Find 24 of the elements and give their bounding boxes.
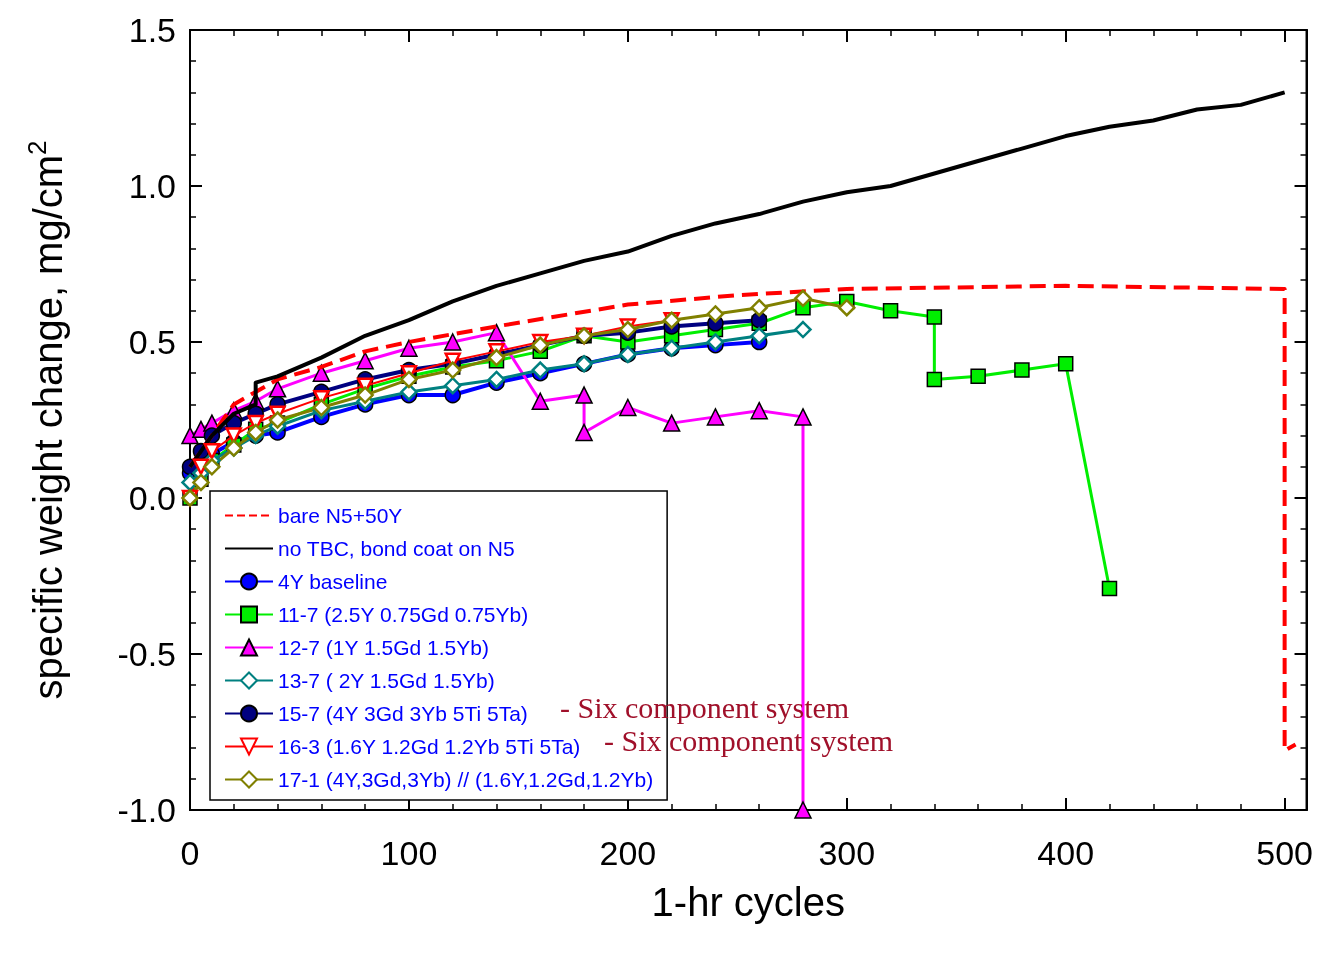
x-tick-label: 300 [818,834,876,872]
legend-label: bare N5+50Y [278,504,403,527]
x-axis-title: 1-hr cycles [651,880,845,924]
legend-label: no TBC, bond coat on N5 [278,537,515,560]
x-tick-label: 200 [599,834,657,872]
y-tick-label: 0.0 [128,479,176,517]
legend-label: 4Y baseline [278,570,388,593]
legend-label: 17-1 (4Y,3Gd,3Yb) // (1.6Y,1.2Gd,1.2Yb) [278,768,654,791]
annotation: - Six component system [604,723,894,757]
legend-label: 11-7 (2.5Y 0.75Gd 0.75Yb) [278,603,529,626]
y-tick-label: -0.5 [117,635,176,673]
y-tick-label: -1.0 [117,791,176,829]
legend-label: 12-7 (1Y 1.5Gd 1.5Yb) [278,636,489,659]
legend-label: 13-7 ( 2Y 1.5Gd 1.5Yb) [278,669,495,692]
legend-label: 16-3 (1.6Y 1.2Gd 1.2Yb 5Ti 5Ta) [278,735,581,758]
x-tick-label: 400 [1037,834,1095,872]
y-tick-label: 1.0 [128,167,176,205]
x-tick-label: 100 [380,834,438,872]
y-tick-label: 0.5 [128,323,176,361]
legend-label: 15-7 (4Y 3Gd 3Yb 5Ti 5Ta) [278,702,528,725]
y-axis-title: specific weight change, mg/cm2 [22,140,70,700]
x-tick-label: 0 [180,834,200,872]
x-tick-label: 500 [1256,834,1313,872]
y-tick-label: 1.5 [128,11,176,49]
